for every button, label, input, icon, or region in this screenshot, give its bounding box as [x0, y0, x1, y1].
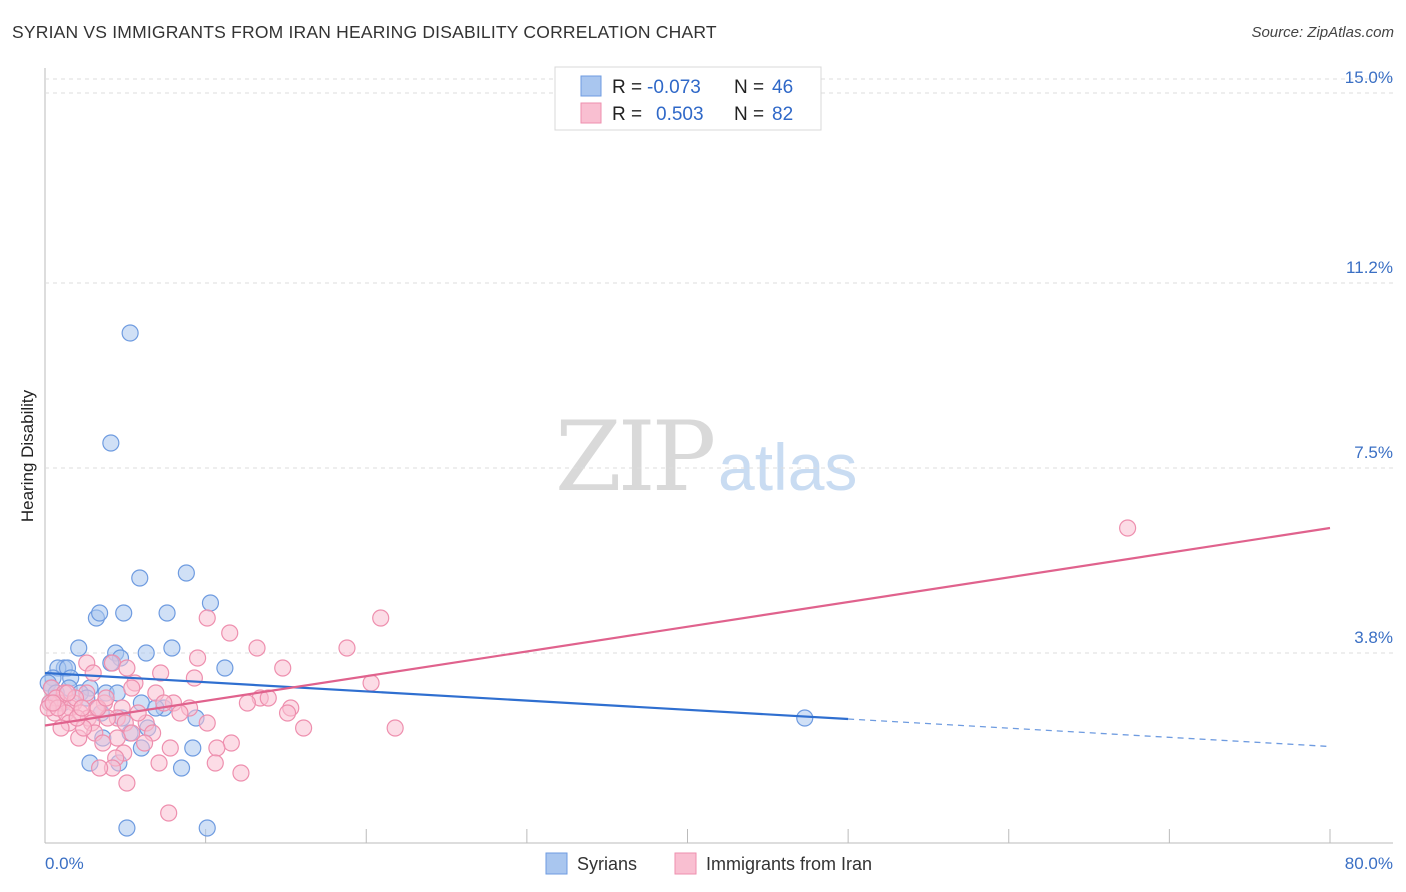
point-syrians	[70, 639, 88, 657]
point-iran	[118, 774, 136, 792]
gridlines	[45, 78, 1393, 654]
point-iran	[198, 714, 216, 732]
point-iran	[372, 609, 390, 627]
point-iran	[188, 649, 207, 667]
point-iran	[97, 689, 115, 707]
point-iran	[135, 734, 154, 752]
bottom-legend-swatch-iran	[674, 852, 697, 875]
y-tick-label: 11.2%	[1346, 258, 1393, 277]
point-syrians	[198, 819, 216, 837]
correlation-legend: R = -0.073 N = 46 R = 0.503 N = 82	[554, 66, 822, 131]
trend-line-syrians-extension	[848, 718, 1331, 748]
legend-r-value-iran: 0.503	[656, 104, 704, 125]
point-syrians	[131, 569, 149, 587]
point-syrians	[184, 739, 202, 757]
point-iran	[362, 674, 380, 692]
point-syrians	[172, 759, 191, 777]
point-iran	[58, 684, 77, 702]
point-iran	[208, 739, 226, 757]
legend-n-value-syrians: 46	[772, 77, 793, 98]
point-syrians	[118, 819, 136, 837]
point-syrians	[177, 564, 195, 582]
point-syrians	[91, 604, 109, 622]
point-iran	[232, 764, 250, 782]
point-iran	[221, 624, 239, 642]
point-syrians	[158, 604, 176, 622]
y-axis-title: Hearing Disability	[18, 389, 37, 522]
point-syrians	[216, 659, 234, 677]
y-tick-label: 15.0%	[1345, 68, 1393, 87]
trend-line-syrians	[44, 671, 849, 721]
point-iran	[150, 754, 168, 772]
series-legend: Syrians Immigrants from Iran	[545, 852, 872, 875]
bottom-legend-label-iran: Immigrants from Iran	[706, 854, 872, 874]
point-iran	[222, 734, 240, 752]
legend-n-label-syrians: N =	[734, 77, 764, 98]
point-iran	[206, 754, 224, 772]
point-iran	[73, 699, 91, 717]
chart-title: SYRIAN VS IMMIGRANTS FROM IRAN HEARING D…	[12, 22, 717, 42]
data-points	[39, 324, 1137, 837]
point-iran	[259, 689, 277, 707]
point-iran	[1119, 519, 1137, 537]
legend-n-value-iran: 82	[772, 104, 793, 125]
point-iran	[274, 659, 292, 677]
point-iran	[248, 639, 266, 657]
source-note: Source: ZipAtlas.com	[1251, 24, 1394, 41]
point-iran	[185, 669, 203, 687]
legend-swatch-syrians	[580, 75, 602, 97]
point-iran	[295, 719, 313, 737]
point-iran	[84, 664, 102, 682]
point-iran	[238, 694, 256, 712]
point-syrians	[121, 324, 139, 342]
point-iran	[386, 719, 404, 737]
y-tick-label: 3.8%	[1354, 628, 1393, 647]
point-syrians	[163, 639, 181, 657]
legend-swatch-iran	[580, 102, 602, 124]
point-iran	[171, 704, 189, 722]
point-iran	[94, 734, 112, 752]
point-iran	[103, 654, 122, 672]
legend-r-value-syrians: -0.073	[647, 77, 701, 98]
point-syrians	[102, 434, 120, 452]
x-ticks	[205, 829, 1331, 843]
point-iran	[160, 804, 178, 822]
point-syrians	[137, 644, 155, 662]
x-tick-labels: 0.0% 80.0%	[45, 854, 1393, 873]
y-tick-label: 7.5%	[1354, 443, 1393, 462]
x-tick-label: 0.0%	[45, 854, 84, 873]
bottom-legend-label-syrians: Syrians	[577, 854, 637, 874]
bottom-legend-swatch-syrians	[545, 852, 568, 875]
point-iran	[108, 729, 126, 747]
legend-n-label-iran: N =	[734, 104, 764, 125]
point-iran	[198, 609, 216, 627]
point-iran	[123, 679, 141, 697]
point-iran	[152, 664, 170, 682]
x-tick-label: 80.0%	[1345, 854, 1393, 873]
watermark-atlas: atlas	[718, 430, 857, 504]
point-iran	[44, 694, 62, 712]
point-iran	[338, 639, 356, 657]
point-syrians	[796, 709, 814, 727]
point-syrians	[115, 604, 133, 622]
point-iran	[118, 659, 136, 677]
point-iran	[91, 759, 109, 777]
point-iran	[161, 739, 179, 757]
trend-line-iran	[44, 526, 1331, 727]
point-syrians	[201, 594, 220, 612]
y-tick-labels: 3.8% 7.5% 11.2% 15.0%	[1345, 68, 1393, 647]
trend-lines	[44, 526, 1331, 748]
legend-r-label-iran: R =	[612, 104, 642, 125]
watermark-zip: ZIP	[555, 401, 714, 513]
legend-r-label-syrians: R =	[612, 77, 642, 98]
point-iran	[278, 704, 297, 722]
